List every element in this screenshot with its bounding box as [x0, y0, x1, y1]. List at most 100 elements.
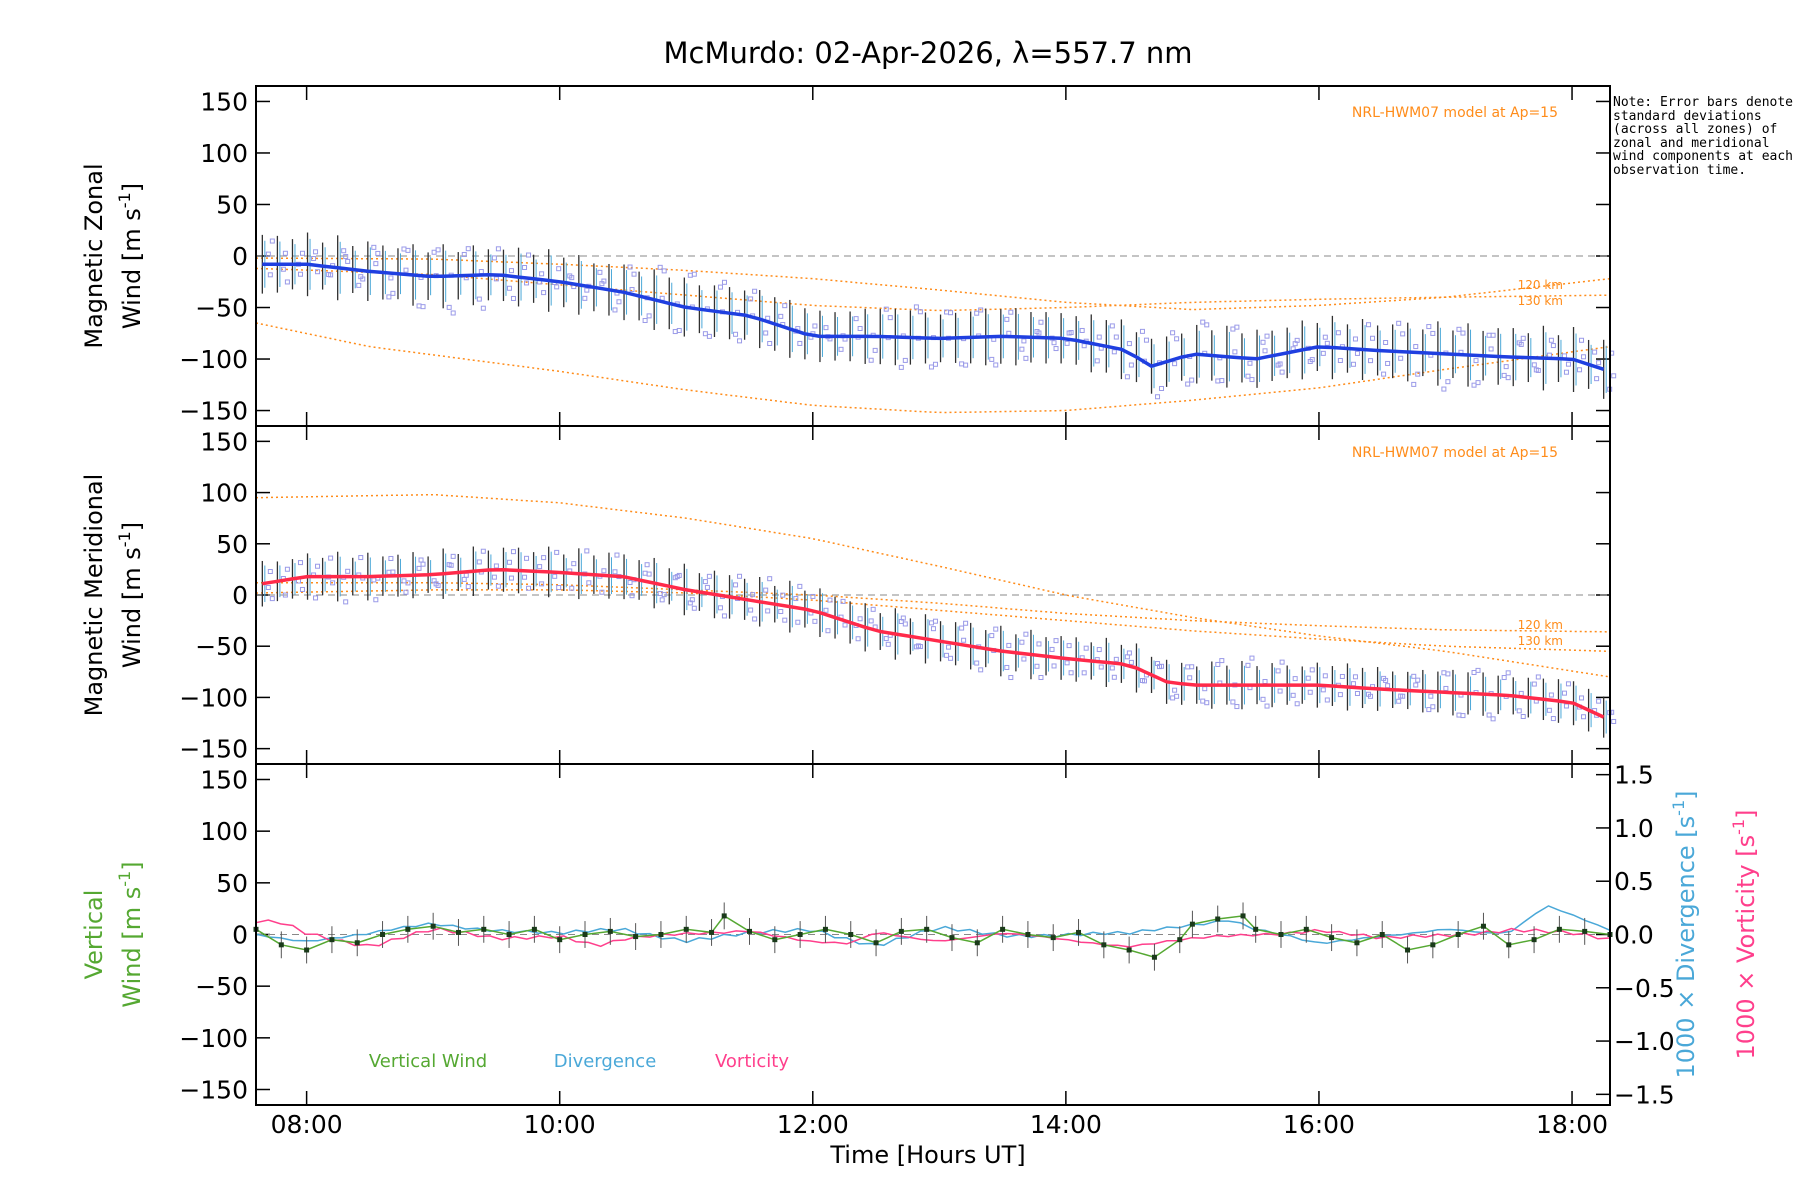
- vertical-wind-point: [1177, 937, 1183, 943]
- vertical-wind-point: [1531, 937, 1537, 943]
- y-tick-label: 0: [232, 921, 248, 950]
- zone-marker: [1501, 372, 1507, 378]
- zone-marker: [1004, 664, 1010, 670]
- y-tick-label: 50: [216, 190, 248, 219]
- vertical-wind-point: [405, 926, 411, 932]
- zone-marker: [1518, 690, 1524, 696]
- y2-tick-label: 1.5: [1614, 761, 1654, 790]
- zone-marker: [646, 571, 652, 577]
- vertical-wind-point: [455, 929, 461, 935]
- zone-marker: [629, 287, 635, 293]
- zone-marker: [420, 561, 426, 567]
- zone-marker: [797, 340, 803, 346]
- zone-marker: [541, 555, 547, 561]
- y-tick-label: 0: [232, 242, 248, 271]
- y-tick-label: 150: [200, 427, 248, 456]
- zone-marker: [510, 295, 516, 301]
- zone-marker: [1113, 334, 1119, 340]
- zone-marker: [1155, 394, 1161, 400]
- zone-marker: [1051, 340, 1057, 346]
- zone-marker: [1501, 675, 1507, 681]
- zone-marker: [1219, 658, 1225, 664]
- zone-marker: [691, 271, 697, 277]
- vertical-wind-point: [354, 940, 360, 946]
- vorticity-line: [255, 919, 1611, 948]
- zone-marker: [629, 593, 635, 599]
- zone-marker: [1124, 374, 1130, 380]
- zone-marker: [1596, 360, 1602, 366]
- zone-marker: [1234, 324, 1240, 330]
- vertical-wind-point: [1556, 926, 1562, 932]
- zone-marker: [1381, 371, 1387, 377]
- zone-marker: [1068, 670, 1074, 676]
- zone-marker: [388, 275, 394, 281]
- zone-marker: [1352, 336, 1358, 342]
- zone-marker: [1322, 673, 1328, 679]
- zone-marker: [1174, 336, 1180, 342]
- vertical-wind-point: [481, 926, 487, 932]
- zone-marker: [420, 304, 426, 310]
- chart-title: McMurdo: 02-Apr-2026, λ=557.7 nm: [664, 36, 1193, 70]
- vertical-wind-point: [1430, 942, 1436, 948]
- zone-marker: [1185, 664, 1191, 670]
- zone-marker: [1430, 704, 1436, 710]
- zone-marker: [313, 595, 319, 601]
- zone-marker: [1473, 358, 1479, 364]
- zone-marker: [1531, 362, 1537, 368]
- panel-vertical: −150 −100 −50 0 50 100 150 −1.5 −1.0 −0.5 0.0 0.5 1.…: [80, 761, 1760, 1139]
- zone-marker: [1249, 377, 1255, 383]
- zone-marker: [855, 636, 861, 642]
- zone-marker: [405, 247, 411, 253]
- zone-marker: [1249, 655, 1255, 661]
- zone-marker: [993, 626, 999, 632]
- vertical-wind-point: [1101, 942, 1107, 948]
- zone-marker: [857, 616, 863, 622]
- vertical-wind-point: [1076, 929, 1082, 935]
- zone-marker: [1006, 330, 1012, 336]
- zone-marker: [1230, 326, 1236, 332]
- y-tick-label: 150: [200, 87, 248, 116]
- zone-marker: [1247, 360, 1253, 366]
- y-tick-label: −50: [195, 972, 248, 1001]
- vertical-wind-point: [924, 926, 930, 932]
- zone-marker: [375, 250, 381, 256]
- zone-marker: [1294, 337, 1300, 343]
- zone-marker: [631, 271, 637, 277]
- vertical-wind-point: [1240, 913, 1246, 919]
- zone-marker: [702, 331, 708, 337]
- zone-marker: [827, 597, 833, 603]
- zone-marker: [401, 246, 407, 252]
- zone-marker: [812, 323, 818, 329]
- zone-marker: [1445, 379, 1451, 385]
- zone-marker: [1113, 656, 1119, 662]
- zone-marker: [371, 244, 377, 250]
- zone-marker: [721, 279, 727, 285]
- zone-marker: [1460, 713, 1466, 719]
- zone-marker: [1260, 696, 1266, 702]
- zone-marker: [1488, 346, 1494, 352]
- zone-marker: [1445, 671, 1451, 677]
- zone-marker: [1187, 675, 1193, 681]
- zone-marker: [1396, 320, 1402, 326]
- zone-marker: [524, 555, 530, 561]
- zone-marker: [1264, 333, 1270, 339]
- vertical-wind-point: [380, 932, 386, 937]
- y-tick-label: 150: [200, 766, 248, 795]
- zone-marker: [1143, 337, 1149, 343]
- y2-tick-label: −1.0: [1614, 1027, 1675, 1056]
- vertical-wind-point: [329, 937, 335, 943]
- y-axis-label-1: Magnetic Zonal: [80, 163, 108, 348]
- zone-marker: [1486, 712, 1492, 718]
- zone-marker: [627, 264, 633, 270]
- zone-marker: [944, 652, 950, 658]
- y-tick-label: 100: [200, 479, 248, 508]
- zone-marker: [1475, 667, 1481, 673]
- zone-marker: [330, 580, 336, 586]
- zone-marker: [1170, 330, 1176, 336]
- zone-marker: [978, 307, 984, 313]
- zone-marker: [1426, 324, 1432, 330]
- zone-marker: [345, 258, 351, 264]
- zone-marker: [932, 361, 938, 367]
- zone-marker: [1475, 380, 1481, 386]
- zone-marker: [733, 331, 739, 337]
